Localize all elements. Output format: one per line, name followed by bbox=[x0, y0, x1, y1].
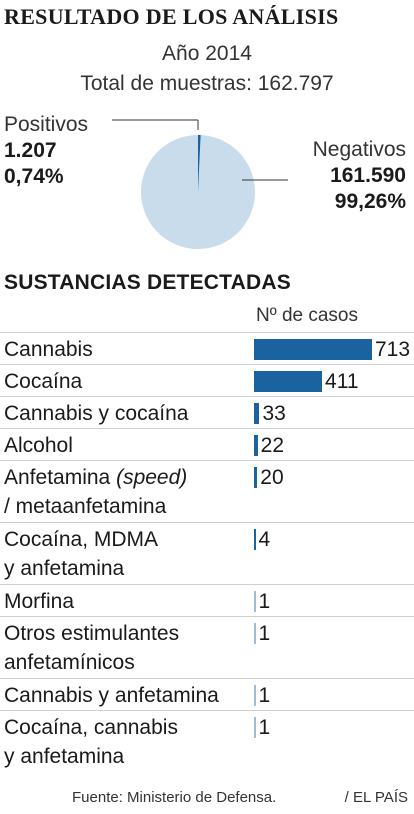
bar-mark bbox=[254, 467, 258, 488]
bar-value-label: 22 bbox=[260, 434, 284, 457]
row-label-line: Otros estimulantes bbox=[4, 622, 180, 645]
bar-value-label: 713 bbox=[375, 338, 411, 361]
table-row: Cannabis y anfetamina 1 bbox=[0, 678, 414, 711]
bar-value-label: 1 bbox=[258, 716, 271, 739]
bar-mark bbox=[254, 403, 260, 424]
row-label-line: Alcohol bbox=[4, 434, 73, 457]
row-label: Cocaína, cannabis y anfetamina bbox=[4, 713, 252, 771]
row-label: Anfetamina (speed) / metaanfetamina bbox=[4, 463, 252, 521]
bar-mark bbox=[254, 339, 372, 360]
label-positivos-name: Positivos bbox=[4, 113, 89, 136]
bar-value-label: 411 bbox=[325, 370, 359, 393]
table-row: Otros estimulantes anfetamínicos 1 bbox=[0, 616, 414, 679]
label-negativos-count: 161.590 bbox=[330, 164, 406, 187]
label-positivos-pct: 0,74% bbox=[4, 165, 64, 188]
table-row: Cocaína, cannabis y anfetamina 1 bbox=[0, 710, 414, 773]
bar-mark bbox=[254, 529, 256, 550]
row-label: Morfina bbox=[4, 587, 252, 616]
footer-source: Fuente: Ministerio de Defensa. bbox=[72, 789, 277, 806]
column-header: Nº de casos bbox=[256, 305, 358, 326]
row-label-line: anfetamínicos bbox=[4, 651, 135, 674]
row-label-line: Cannabis bbox=[4, 338, 93, 361]
row-label: Cannabis bbox=[4, 335, 252, 364]
chart-subtitle-total: Total de muestras: 162.797 bbox=[80, 72, 334, 95]
row-label-italic: (speed) bbox=[116, 466, 188, 489]
bar-value-label: 1 bbox=[258, 590, 271, 613]
section-title: SUSTANCIAS DETECTADAS bbox=[4, 271, 291, 294]
row-label-line: y anfetamina bbox=[4, 745, 125, 768]
row-label: Cannabis y cocaína bbox=[4, 399, 252, 428]
label-negativos: Negativos 161.590 99,26% bbox=[313, 137, 406, 215]
row-label-line: / metaanfetamina bbox=[4, 495, 167, 518]
bar-value-label: 33 bbox=[262, 402, 286, 425]
row-label: Alcohol bbox=[4, 431, 252, 460]
table-row: Cannabis 713 bbox=[0, 332, 414, 365]
row-label-line: Anfetamina (speed) bbox=[4, 466, 188, 489]
label-positivos-count: 1.207 bbox=[4, 139, 57, 162]
bar-value-label: 1 bbox=[258, 684, 271, 707]
bar-mark bbox=[254, 591, 256, 612]
label-negativos-name: Negativos bbox=[312, 138, 406, 161]
table-row: Cannabis y cocaína 33 bbox=[0, 396, 414, 429]
row-label-line: Morfina bbox=[4, 590, 75, 613]
chart-title: RESULTADO DE LOS ANÁLISIS bbox=[4, 4, 339, 29]
pie-chart bbox=[112, 119, 288, 249]
label-positivos: Positivos 1.207 0,74% bbox=[4, 112, 88, 190]
table-row: Anfetamina (speed) / metaanfetamina 20 bbox=[0, 460, 414, 523]
row-label: Cocaína, MDMA y anfetamina bbox=[4, 525, 252, 583]
row-label-line: Cannabis y anfetamina bbox=[4, 684, 219, 707]
bar-mark bbox=[254, 435, 258, 456]
bar-mark bbox=[254, 685, 256, 706]
bar-mark bbox=[254, 717, 256, 738]
table-row: Cocaína, MDMA y anfetamina 4 bbox=[0, 522, 414, 585]
bar-value-label: 4 bbox=[258, 528, 271, 551]
pie-slice-positivos bbox=[198, 135, 201, 192]
row-label: Otros estimulantes anfetamínicos bbox=[4, 619, 252, 677]
row-label: Cocaína bbox=[4, 367, 252, 396]
row-label-line: Cocaína, cannabis bbox=[4, 716, 178, 739]
row-label-line: Cocaína, MDMA bbox=[4, 528, 159, 551]
table-row: Alcohol 22 bbox=[0, 428, 414, 461]
row-label-line: y anfetamina bbox=[4, 557, 125, 580]
row-label: Cannabis y anfetamina bbox=[4, 681, 252, 710]
bar-mark bbox=[254, 623, 256, 644]
row-label-line: Cannabis y cocaína bbox=[4, 402, 189, 425]
table-row: Morfina 1 bbox=[0, 584, 414, 617]
bar-mark bbox=[254, 371, 323, 392]
bar-value-label: 1 bbox=[258, 622, 271, 645]
bar-value-label: 20 bbox=[260, 466, 284, 489]
row-label-line: Cocaína bbox=[4, 370, 83, 393]
table-row: Cocaína 411 bbox=[0, 364, 414, 397]
footer-brand: / EL PAÍS bbox=[344, 789, 408, 806]
label-negativos-pct: 99,26% bbox=[334, 190, 406, 213]
chart-subtitle-year: Año 2014 bbox=[162, 42, 252, 65]
